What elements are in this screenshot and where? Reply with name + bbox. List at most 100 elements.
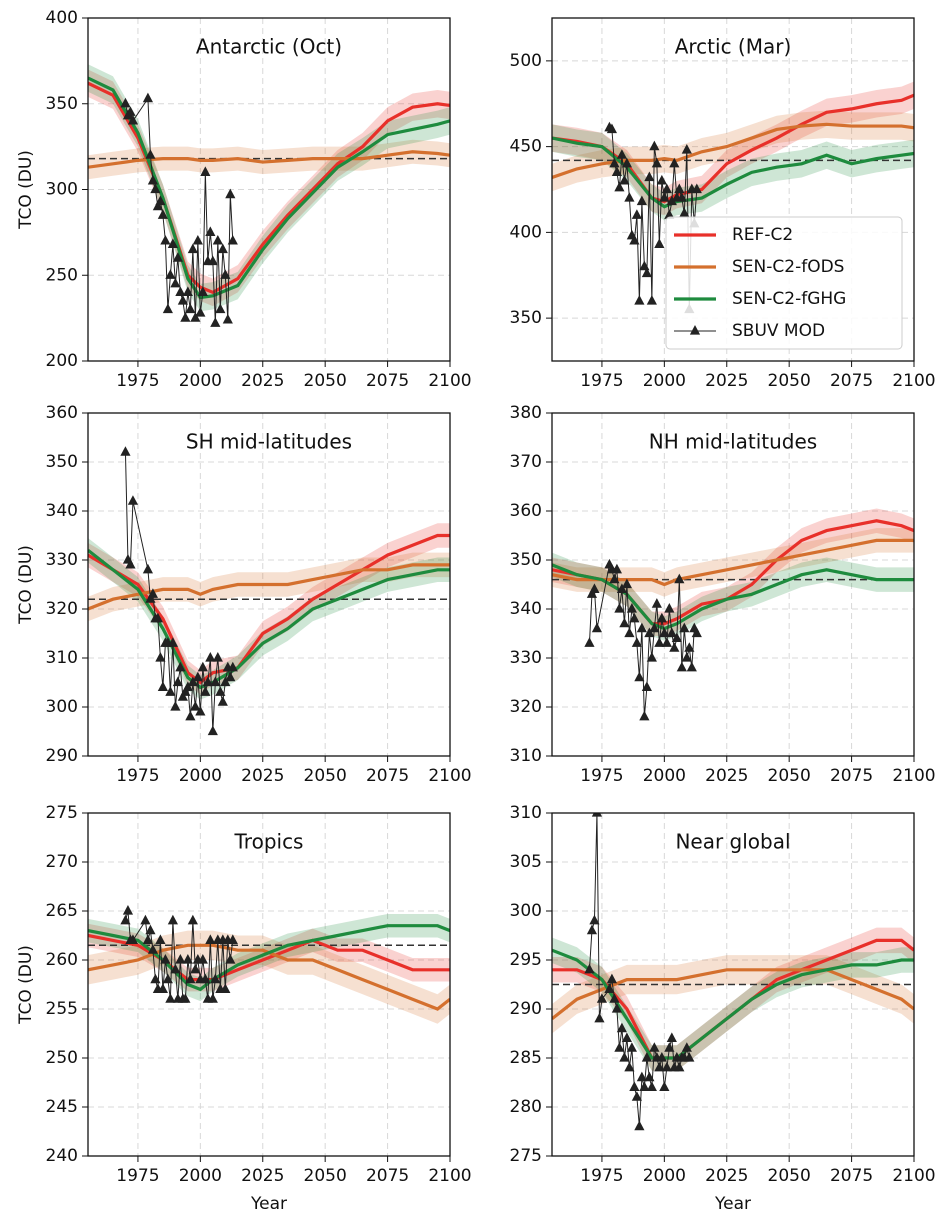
obs-marker [200, 973, 211, 984]
plot-frame [551, 412, 915, 757]
x-tick-label: 2075 [830, 1166, 873, 1186]
obs-marker [624, 1061, 635, 1072]
obs-marker [629, 234, 640, 245]
obs-marker [177, 294, 188, 305]
series-line [88, 76, 450, 300]
x-tick-label: 1975 [116, 766, 159, 786]
obs-marker [202, 676, 213, 687]
legend-label: SBUV MOD [732, 321, 825, 341]
obs-marker [225, 188, 236, 199]
obs-marker [621, 157, 632, 168]
y-tick-label: 265 [46, 901, 78, 921]
obs-marker [195, 306, 206, 317]
obs-marker [666, 627, 677, 638]
obs-marker [145, 593, 156, 603]
obs-marker [147, 588, 159, 598]
obs-marker [624, 192, 635, 202]
obs-marker [591, 813, 603, 817]
obs-marker [691, 627, 702, 638]
obs-marker [691, 183, 702, 194]
y-tick-label: 250 [46, 265, 78, 285]
obs-marker [210, 973, 221, 984]
obs-marker [220, 676, 231, 687]
obs-marker [210, 317, 221, 327]
y-tick-label: 275 [510, 1146, 542, 1166]
x-tick-label: 2075 [830, 766, 873, 786]
obs-marker [629, 612, 640, 623]
x-tick-label: 2025 [705, 1166, 748, 1186]
x-tick-label: 1975 [580, 766, 623, 786]
y-tick-label: 310 [46, 648, 78, 668]
obs-marker [185, 303, 196, 314]
obs-marker [187, 243, 198, 254]
obs-marker [616, 583, 628, 593]
obs-marker [674, 573, 685, 584]
panel-title: NH mid-latitudes [649, 430, 817, 454]
series-line [552, 968, 914, 1021]
y-tick-label: 305 [510, 852, 542, 872]
obs-marker [182, 954, 193, 964]
obs-marker [661, 1061, 672, 1072]
obs-marker [120, 97, 131, 108]
obs-marker [175, 954, 186, 964]
x-tick-label: 1975 [580, 371, 623, 391]
spread-band [552, 955, 914, 1034]
legend-label: SEN-C2-fODS [732, 257, 844, 277]
obs-marker [217, 243, 228, 254]
obs-marker [182, 286, 193, 296]
x-tick-label: 2000 [643, 1166, 686, 1186]
obs-marker [669, 157, 680, 168]
obs-marker [646, 652, 657, 662]
y-axis-label: TCO (DU) [16, 945, 36, 1025]
spread-band [552, 110, 914, 192]
obs-marker [661, 183, 672, 194]
obs-marker [197, 286, 208, 296]
obs-marker [152, 612, 164, 623]
obs-marker [180, 686, 191, 696]
y-tick-label: 320 [46, 599, 78, 619]
obs-marker [205, 652, 216, 662]
obs-marker [120, 446, 131, 456]
obs-marker [611, 563, 623, 574]
obs-marker [187, 676, 198, 687]
obs-marker [589, 583, 600, 593]
obs-marker [609, 157, 620, 168]
obs-marker [614, 1042, 625, 1052]
obs-marker [190, 701, 201, 711]
obs-marker [145, 924, 156, 935]
obs-marker [586, 588, 598, 598]
y-tick-label: 260 [46, 950, 78, 970]
y-tick-label: 340 [46, 501, 78, 521]
panel-title: Arctic (Mar) [675, 35, 792, 59]
obs-marker [584, 963, 595, 974]
y-tick-label: 255 [46, 999, 78, 1019]
y-tick-label: 300 [510, 901, 542, 921]
obs-marker [207, 255, 218, 266]
obs-marker [170, 277, 181, 288]
y-tick-label: 400 [510, 222, 542, 242]
obs-marker [150, 183, 161, 194]
obs-marker [210, 676, 221, 687]
obs-marker [644, 171, 655, 182]
x-tick-label: 2000 [643, 371, 686, 391]
obs-marker [644, 1071, 655, 1082]
obs-marker [227, 934, 238, 944]
obs-marker [606, 973, 618, 984]
obs-marker [215, 303, 226, 314]
y-tick-label: 240 [46, 1146, 78, 1166]
obs-marker [609, 993, 620, 1003]
obs-marker [175, 286, 186, 296]
obs-marker [172, 676, 183, 687]
y-tick-label: 360 [510, 501, 542, 521]
obs-marker [220, 269, 231, 279]
y-tick-label: 350 [510, 308, 542, 328]
obs-marker [205, 226, 216, 236]
x-tick-label: 2025 [241, 1166, 284, 1186]
y-tick-label: 200 [46, 351, 78, 371]
obs-marker [654, 238, 665, 248]
obs-marker [594, 1012, 605, 1023]
obs-marker [122, 905, 134, 915]
obs-marker [147, 174, 159, 185]
obs-marker [125, 558, 136, 569]
obs-marker [177, 691, 188, 701]
